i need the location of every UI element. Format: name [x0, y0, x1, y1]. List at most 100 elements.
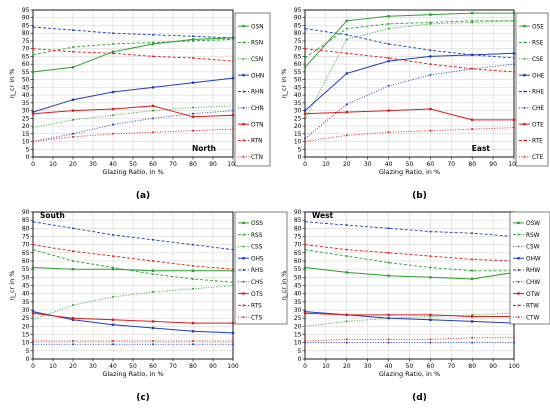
y-tick-label: 5	[298, 348, 302, 355]
x-axis-label: Glazing Ratio, in %	[102, 370, 163, 378]
legend-label-rhe: RHE	[532, 90, 544, 96]
y-tick-label: 65	[294, 250, 302, 257]
data-point-cte	[513, 126, 515, 129]
data-point-ose	[429, 13, 432, 16]
data-point-rss	[32, 248, 34, 251]
data-point-ote	[345, 110, 348, 114]
y-tick-label: 75	[294, 38, 302, 45]
data-point-rse	[304, 56, 306, 59]
data-point-css	[152, 291, 154, 294]
x-tick-label: 100	[227, 161, 239, 168]
series-line-otw	[304, 312, 514, 317]
legend-marker	[523, 155, 526, 158]
y-tick-label: 40	[22, 92, 30, 99]
legend-label-rtw: RTW	[526, 304, 539, 310]
orientation-label: West	[312, 211, 334, 220]
data-point-rhn	[112, 32, 114, 35]
data-point-cse	[304, 118, 306, 121]
legend-marker	[242, 155, 245, 158]
y-tick-label: 25	[22, 315, 30, 322]
data-point-ohs	[231, 331, 235, 335]
y-tick-label: 5	[26, 146, 30, 153]
data-point-rsn	[192, 39, 194, 42]
series-line-csn	[32, 105, 234, 129]
x-tick-label: 80	[468, 161, 476, 168]
x-tick-label: 100	[508, 363, 520, 370]
data-point-rhw	[429, 230, 432, 233]
data-point-cse	[345, 38, 348, 41]
data-point-rhs	[112, 233, 114, 236]
data-point-otn	[151, 104, 155, 108]
data-point-ots	[111, 318, 115, 321]
legend-label-ohn: OHN	[251, 73, 264, 79]
data-point-chn	[112, 123, 114, 126]
data-point-osn	[31, 70, 35, 74]
data-point-ose	[345, 19, 348, 23]
legend-label-ctw: CTW	[526, 315, 540, 321]
data-point-rss	[112, 266, 114, 269]
data-point-rss	[152, 273, 154, 276]
legend-marker	[242, 73, 245, 77]
data-point-rtn	[112, 52, 114, 55]
x-tick-label: 20	[69, 161, 77, 168]
data-point-ohs	[31, 310, 35, 313]
data-point-ohw	[471, 320, 474, 323]
legend-label-ohe: OHE	[532, 73, 545, 79]
data-point-rsn	[32, 53, 34, 56]
series-line-rhs	[32, 221, 234, 251]
y-tick-label: 30	[294, 108, 302, 115]
data-point-rhe	[304, 27, 306, 30]
y-tick-label: 75	[294, 234, 302, 241]
data-point-ctn	[72, 135, 74, 138]
data-point-csn	[192, 106, 194, 109]
y-tick-label: 40	[22, 291, 30, 298]
data-point-ohe	[345, 72, 348, 75]
data-point-rsw	[471, 269, 474, 272]
data-point-otw	[387, 313, 390, 317]
y-tick-label: 5	[298, 146, 302, 153]
data-point-osw	[471, 277, 474, 281]
x-tick-label: 0	[303, 363, 307, 370]
y-tick-label: 0	[26, 356, 30, 363]
x-axis-label: Glazing Ratio, in %	[379, 168, 440, 176]
data-point-rhn	[232, 36, 234, 39]
legend: OSW RSW CSW OHW RHW CHW OTW RTW CTW	[509, 211, 550, 325]
legend-marker	[242, 304, 245, 307]
data-point-ose	[303, 66, 307, 69]
data-point-osn	[191, 38, 195, 41]
y-tick-label: 65	[22, 53, 30, 60]
data-point-rte	[513, 70, 515, 73]
legend-label-ctn: CTN	[251, 155, 263, 161]
data-point-ots	[231, 321, 235, 325]
y-tick-label: 55	[294, 266, 302, 273]
legend-label-chs: CHS	[251, 280, 263, 286]
data-point-rtn	[192, 56, 194, 59]
data-point-rhw	[345, 224, 348, 227]
x-tick-label: 20	[69, 363, 77, 370]
series-line-chn	[32, 110, 234, 142]
data-point-ots	[151, 320, 155, 323]
data-point-rhs	[192, 243, 194, 246]
legend-label-che: CHE	[532, 106, 544, 112]
data-point-rsn	[72, 46, 74, 49]
legend-label-rhn: RHN	[251, 90, 264, 96]
x-axis-label: Glazing Ratio, in %	[102, 168, 163, 176]
data-point-ctw	[471, 336, 474, 339]
legend: OSN RSN CSN OHN RHN CHN OTN RTN CTN	[234, 12, 271, 167]
y-tick-label: 90	[294, 209, 302, 216]
series-line-csw	[304, 312, 515, 327]
data-point-chs	[32, 343, 34, 346]
data-point-rsw	[387, 261, 390, 264]
series-line-rhe	[304, 28, 515, 59]
data-point-ctw	[513, 336, 515, 339]
data-point-cse	[429, 22, 432, 25]
data-point-css	[232, 284, 234, 287]
y-tick-label: 70	[294, 242, 302, 249]
data-point-otw	[471, 315, 474, 318]
data-point-rhw	[387, 227, 390, 230]
legend-marker	[517, 257, 520, 260]
y-tick-label: 15	[294, 131, 302, 138]
y-tick-label: 95	[294, 7, 302, 14]
y-tick-label: 60	[22, 258, 30, 265]
x-tick-label: 10	[322, 363, 330, 370]
